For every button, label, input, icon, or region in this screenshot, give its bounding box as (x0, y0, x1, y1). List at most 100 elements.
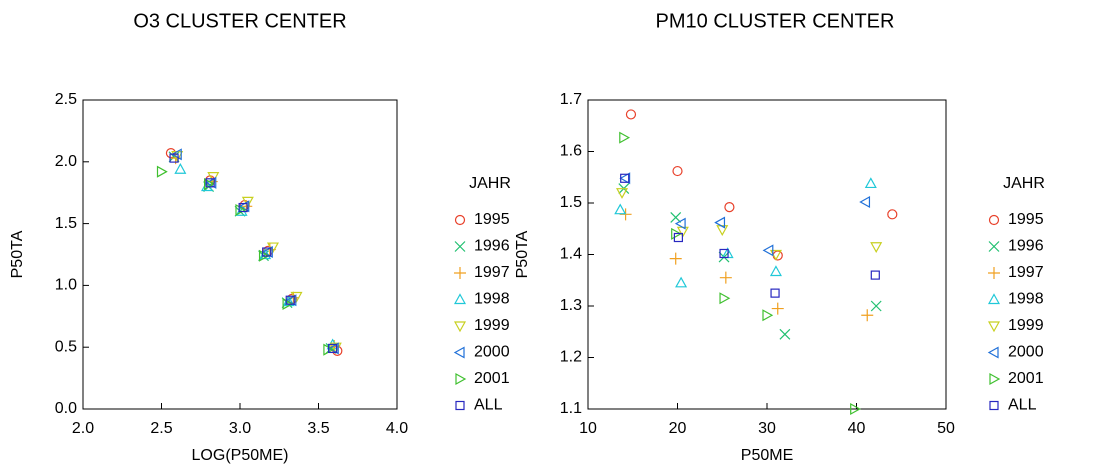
marker (771, 302, 784, 315)
y-axis-label: P50TA (9, 230, 26, 278)
y-tick-label: 1.5 (560, 194, 582, 211)
legend-label: 1997 (1008, 264, 1044, 281)
marker (770, 288, 780, 298)
marker (156, 165, 168, 178)
marker (671, 227, 682, 240)
marker (262, 247, 272, 257)
marker (619, 172, 631, 185)
plot-frame (82, 99, 398, 410)
marker (675, 276, 688, 288)
x-tick-label: 10 (579, 420, 597, 437)
legend-marker (453, 293, 467, 305)
marker (670, 211, 682, 223)
marker (241, 196, 254, 208)
marker (619, 208, 632, 221)
marker (724, 202, 735, 213)
legend-label: 2000 (474, 344, 510, 361)
y-tick-label: 1.0 (55, 277, 77, 294)
x-tick-label: 3.5 (307, 420, 329, 437)
marker (262, 246, 273, 259)
marker (327, 342, 339, 355)
legend-marker (453, 346, 465, 359)
marker (714, 216, 726, 229)
y-tick-label: 1.1 (560, 400, 582, 417)
marker (620, 173, 630, 183)
marker (615, 188, 629, 199)
plot-frame (587, 99, 947, 410)
marker (285, 294, 297, 307)
marker (170, 148, 182, 161)
legend-label: 1995 (1008, 211, 1044, 228)
marker (625, 109, 637, 120)
marker (672, 165, 683, 177)
marker (887, 209, 898, 220)
legend-marker (453, 321, 467, 333)
legend-marker (454, 214, 466, 226)
x-tick-label: 2.0 (72, 420, 94, 437)
marker (235, 203, 247, 217)
y-tick-label: 1.3 (560, 297, 582, 314)
legend-marker (989, 400, 999, 411)
x-tick-label: 3.0 (229, 420, 251, 437)
marker (614, 203, 627, 215)
legend-label: 1999 (474, 317, 510, 334)
chart-title: O3 CLUSTER CENTER (133, 10, 346, 32)
legend-label: 1995 (474, 211, 510, 228)
marker (716, 225, 729, 237)
marker (719, 271, 732, 284)
legend-label: 1997 (474, 264, 510, 281)
marker (174, 162, 187, 174)
marker (769, 265, 782, 277)
legend-title: JAHR (1003, 175, 1045, 192)
legend-label: ALL (1008, 397, 1037, 414)
y-tick-label: 0.0 (55, 400, 77, 417)
legend-marker (455, 400, 465, 411)
marker (674, 217, 686, 230)
marker (850, 402, 861, 416)
legend-marker (454, 267, 466, 279)
legend-label: 1998 (1008, 291, 1044, 308)
chart-title: PM10 CLUSTER CENTER (656, 10, 895, 32)
marker (282, 297, 294, 310)
marker (285, 295, 295, 305)
y-tick-label: 1.4 (560, 246, 582, 263)
legend-marker (454, 241, 466, 252)
legend-label: 2001 (474, 370, 510, 387)
x-tick-label: 20 (669, 420, 687, 437)
x-tick-label: 40 (848, 420, 866, 437)
legend-label: 1996 (474, 238, 510, 255)
legend-label: 2000 (1008, 344, 1044, 361)
x-tick-label: 4.0 (386, 420, 408, 437)
legend-label: 1999 (1008, 317, 1044, 334)
y-axis-label: P50TA (514, 230, 531, 278)
marker (870, 270, 880, 280)
marker (719, 292, 731, 305)
legend-title: JAHR (469, 175, 511, 192)
marker (669, 252, 682, 265)
legend-marker (988, 241, 1000, 252)
marker (870, 300, 882, 312)
y-tick-label: 1.6 (560, 143, 582, 160)
marker (238, 202, 248, 213)
legend-label: 1996 (1008, 238, 1044, 255)
x-tick-label: 30 (758, 420, 776, 437)
legend-label: 1998 (474, 291, 510, 308)
marker (205, 178, 215, 188)
marker (719, 248, 729, 259)
y-tick-label: 1.7 (560, 91, 582, 108)
x-tick-label: 2.5 (150, 420, 172, 437)
legend-marker (988, 267, 1000, 279)
marker (769, 249, 782, 261)
x-axis-label: LOG(P50ME) (192, 447, 289, 464)
marker (762, 309, 774, 322)
x-axis-label: P50ME (741, 447, 793, 464)
marker (864, 177, 877, 189)
marker (258, 249, 270, 262)
y-tick-label: 2.0 (55, 153, 77, 170)
marker (673, 232, 683, 243)
marker (861, 309, 874, 322)
marker (169, 153, 179, 163)
legend-marker (987, 293, 1001, 305)
legend-marker (987, 321, 1001, 333)
